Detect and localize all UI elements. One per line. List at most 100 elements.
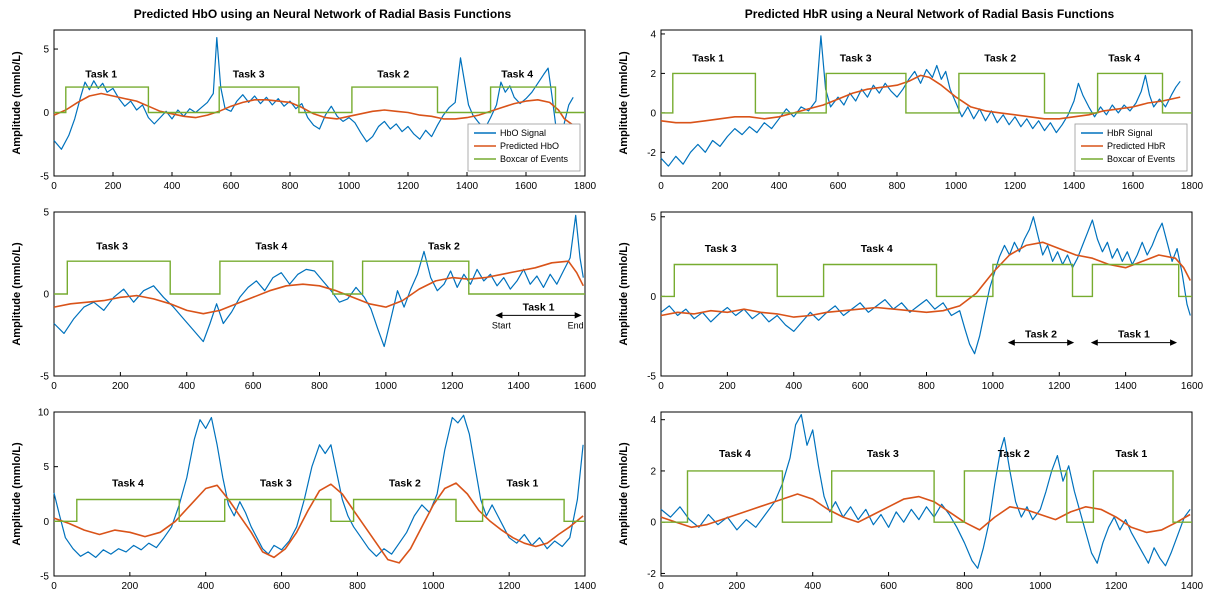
x-tick-label: 0 xyxy=(658,581,664,592)
x-tick-label: 1400 xyxy=(1063,181,1086,192)
predicted-hbr-line xyxy=(660,241,1192,318)
x-tick-label: 0 xyxy=(51,581,57,592)
annotation-start-label: Start xyxy=(492,320,512,330)
task-label: Task 3 xyxy=(705,243,737,255)
y-tick-label: 0 xyxy=(650,292,656,303)
y-tick-label: -5 xyxy=(40,572,49,583)
x-tick-label: 800 xyxy=(889,181,906,192)
hbr-run1-plot: 0 200 400 600 800 1000 1200 1400 1600 1800 -2 0 2 4 Am… xyxy=(615,22,1204,202)
hbo-signal-line xyxy=(53,214,584,348)
predicted-hbo-line xyxy=(53,482,584,564)
x-tick-label: 1400 xyxy=(456,181,479,192)
hbr-title: Predicted HbR using a Neural Network of … xyxy=(744,7,1115,21)
hbr-run2-svg: 0 200 400 600 800 1000 1200 1400 1600-505Amplitu… xyxy=(618,211,1204,392)
subplot-hbo-run3: 0 200 400 600 800 1000 1200 1400 -5 0 5 10 Amplitude… xyxy=(8,404,597,602)
x-tick-label: 1000 xyxy=(338,181,361,192)
y-tick-label: 2 xyxy=(650,69,656,80)
x-tick-label: 1400 xyxy=(574,581,597,592)
y-axis-label: Amplitude (mmlo/L) xyxy=(618,242,630,346)
legend-label: HbR Signal xyxy=(1107,128,1153,138)
x-tick-label: 1200 xyxy=(441,381,464,392)
x-tick-label: 800 xyxy=(956,581,973,592)
task-label: Task 3 xyxy=(840,53,872,65)
arrowhead-right-icon xyxy=(1170,339,1178,346)
task-label: Task 3 xyxy=(96,241,128,253)
hbo-signal-line xyxy=(53,37,574,150)
y-tick-label: -2 xyxy=(647,148,656,159)
x-tick-label: 1000 xyxy=(945,181,968,192)
y-axis-label: Amplitude (mmlo/L) xyxy=(618,51,630,155)
y-tick-label: 5 xyxy=(43,462,49,473)
x-tick-label: 1200 xyxy=(1048,381,1071,392)
boxcar-line xyxy=(661,72,1192,114)
x-tick-label: 1400 xyxy=(508,381,531,392)
x-tick-label: 1200 xyxy=(1105,581,1128,592)
x-tick-label: 400 xyxy=(164,181,181,192)
legend-label: Boxcar of Events xyxy=(1107,154,1176,164)
predicted-hbr-line xyxy=(660,493,1191,534)
x-tick-label: 400 xyxy=(804,581,821,592)
task-label: Task 4 xyxy=(501,69,533,81)
x-tick-label: 400 xyxy=(178,381,195,392)
boxcar-line xyxy=(54,86,585,114)
predicted-hbo-line xyxy=(53,260,585,315)
hbo-run2-svg: 0 200 400 600 800 1000 1200 1400 1600-505Amplitu… xyxy=(11,208,597,393)
y-tick-label: 4 xyxy=(650,29,656,40)
x-tick-label: 600 xyxy=(830,181,847,192)
y-tick-label: 0 xyxy=(43,290,49,301)
x-tick-label: 200 xyxy=(105,181,122,192)
x-tick-label: 1800 xyxy=(574,181,597,192)
hbo-run2-plot: 0 200 400 600 800 1000 1200 1400 1600 -5 0 5 Amplitu… xyxy=(8,204,597,402)
y-tick-label: -5 xyxy=(40,172,49,183)
x-tick-label: 600 xyxy=(245,381,262,392)
task-label: Task 3 xyxy=(233,69,265,81)
x-tick-label: 800 xyxy=(311,381,328,392)
arrowhead-left-icon xyxy=(1090,339,1098,346)
y-tick-label: 5 xyxy=(43,45,49,56)
x-tick-label: 400 xyxy=(197,581,214,592)
task-label: Task 4 xyxy=(1108,53,1140,65)
x-tick-label: 0 xyxy=(51,381,57,392)
y-tick-label: 10 xyxy=(38,408,50,419)
hbr-run1-svg: 0 200 400 600 800 1000 1200 1400 1600 1800 -2 0 2 4 Am… xyxy=(618,29,1204,192)
task-label: Task 4 xyxy=(112,477,144,489)
task-label: Task 2 xyxy=(389,477,421,489)
x-tick-label: 0 xyxy=(658,181,664,192)
y-tick-label: 0 xyxy=(43,517,49,528)
legend-box xyxy=(1074,123,1188,172)
x-tick-label: 600 xyxy=(880,581,897,592)
x-tick-label: 200 xyxy=(112,381,129,392)
legend-label: HbO Signal xyxy=(500,128,546,138)
y-tick-label: 5 xyxy=(650,212,656,223)
x-tick-label: 1200 xyxy=(397,181,420,192)
y-tick-label: -2 xyxy=(647,569,656,580)
arrowhead-right-icon xyxy=(574,312,582,319)
legend-label: Predicted HbO xyxy=(500,141,559,151)
y-axis-label: Amplitude (mmlo/L) xyxy=(11,51,23,155)
axes-box xyxy=(53,411,586,577)
task-label: Task 4 xyxy=(861,243,893,255)
x-tick-label: 200 xyxy=(719,381,736,392)
x-tick-label: 0 xyxy=(658,381,664,392)
annotation-label: Task 1 xyxy=(1118,329,1150,341)
arrowhead-right-icon xyxy=(1067,339,1075,346)
task-label: Task 3 xyxy=(260,477,292,489)
task-label: Task 3 xyxy=(867,448,899,460)
x-tick-label: 1600 xyxy=(515,181,538,192)
x-tick-label: 400 xyxy=(785,381,802,392)
hbr-signal-line xyxy=(660,216,1191,355)
hbo-title: Predicted HbO using an Neural Network of… xyxy=(133,7,512,21)
x-tick-label: 1800 xyxy=(1181,181,1204,192)
task-label: Task 1 xyxy=(506,477,538,489)
x-tick-label: 1200 xyxy=(1004,181,1027,192)
task-label: Task 2 xyxy=(428,241,460,253)
task-label: Task 2 xyxy=(984,53,1016,65)
x-tick-label: 1200 xyxy=(498,581,521,592)
legend: HbR Signal Predicted HbR Boxcar of Events xyxy=(1074,123,1188,172)
y-tick-label: 5 xyxy=(43,208,49,219)
task-label: Task 2 xyxy=(377,69,409,81)
hbo-signal-line xyxy=(53,414,584,558)
y-tick-label: 0 xyxy=(650,108,656,119)
legend-box xyxy=(467,123,581,172)
